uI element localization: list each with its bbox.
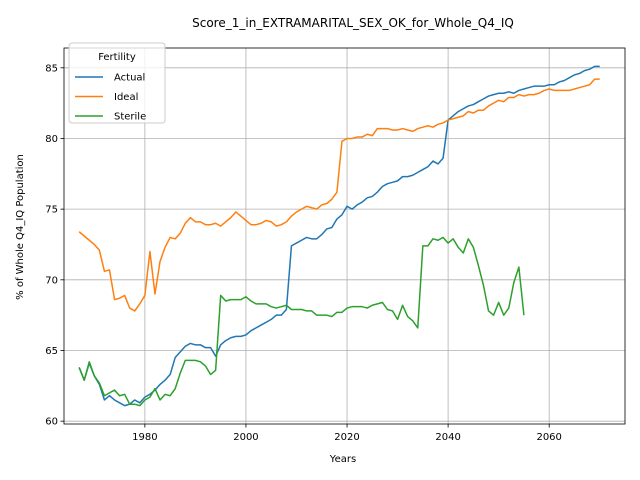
series-line-sterile — [78, 236, 525, 407]
legend-label-sterile: Sterile — [114, 112, 146, 123]
x-tick-label: 2060 — [536, 432, 561, 443]
x-tick-label: 2000 — [233, 432, 258, 443]
legend-title: Fertility — [98, 52, 136, 63]
series-line-ideal — [78, 78, 600, 312]
plot-area: 1980 2000 2020 2040 2060 60 65 70 75 80 85 — [45, 47, 626, 443]
y-tick-label: 70 — [45, 275, 58, 286]
legend-label-ideal: Ideal — [114, 92, 138, 103]
legend-label-actual: Actual — [114, 73, 145, 84]
y-tick-label: 80 — [45, 134, 58, 145]
legend-box — [68, 42, 166, 124]
axes-frame — [63, 47, 626, 425]
series-line-actual — [78, 65, 600, 407]
legend: Fertility Actual Ideal Sterile — [68, 42, 166, 124]
x-tick-label: 2020 — [334, 432, 359, 443]
chart-title: Score_1_in_EXTRAMARITAL_SEX_OK_for_Whole… — [192, 16, 514, 30]
x-tick-label: 1980 — [132, 432, 157, 443]
x-tick-label: 2040 — [435, 432, 460, 443]
axis-ticks: 1980 2000 2020 2040 2060 60 65 70 75 80 85 — [45, 63, 562, 443]
y-tick-label: 60 — [45, 417, 58, 428]
y-axis-label: % of Whole Q4_IQ Population — [15, 154, 26, 300]
y-tick-label: 85 — [45, 63, 58, 74]
y-tick-label: 75 — [45, 205, 58, 216]
y-tick-label: 65 — [45, 346, 58, 357]
x-axis-label: Years — [329, 454, 356, 465]
series-lines — [78, 65, 600, 407]
legend-items: Actual Ideal Sterile — [75, 73, 146, 123]
